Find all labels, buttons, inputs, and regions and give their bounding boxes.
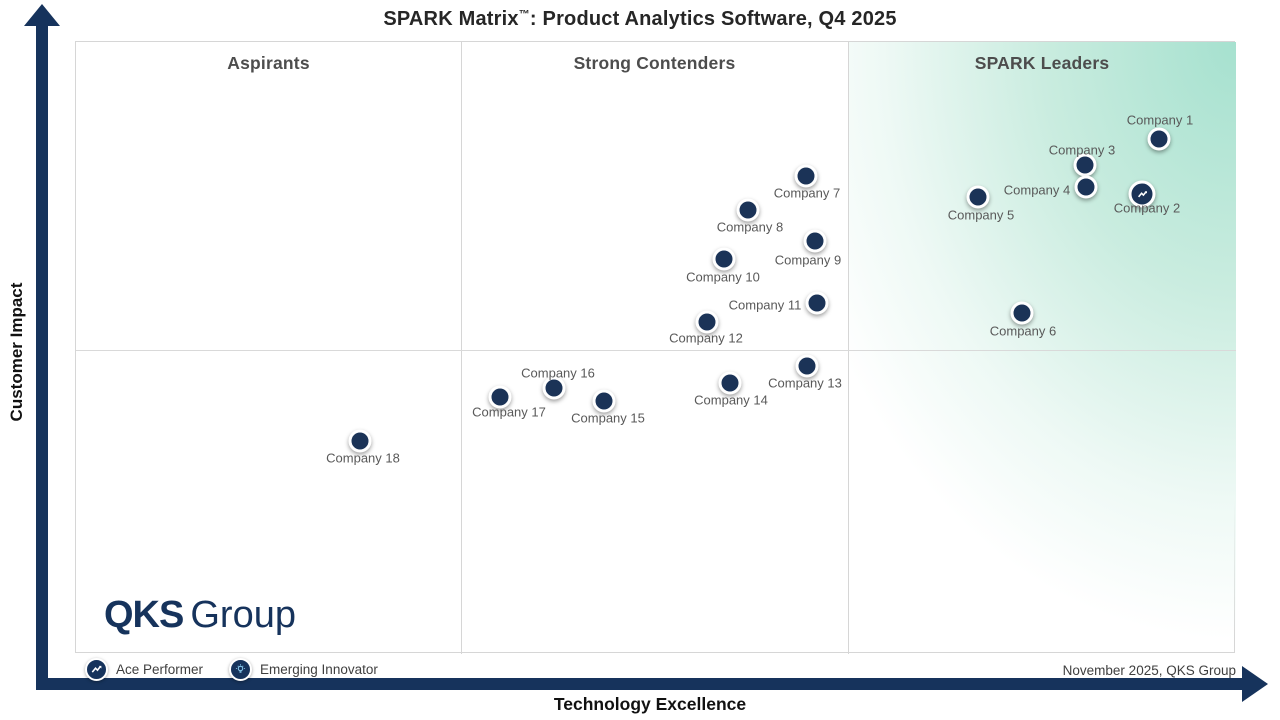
column-divider-2 — [848, 42, 849, 654]
y-axis-arrowhead-icon — [24, 4, 60, 26]
title-rest: : Product Analytics Software, Q4 2025 — [529, 8, 897, 30]
logo-text-light: Group — [190, 594, 296, 636]
x-axis-line — [36, 678, 1244, 690]
x-axis-label: Technology Excellence — [553, 694, 747, 714]
qks-group-logo: QKS Group — [104, 594, 296, 637]
quadrant-header-strong-contenders: Strong Contenders — [573, 53, 736, 73]
midline-divider — [76, 350, 1236, 351]
legend-label-emerging-innovator: Emerging Innovator — [260, 662, 378, 677]
emerging-innovator-icon — [229, 658, 253, 681]
trademark-symbol: ™ — [518, 8, 530, 21]
quadrant-header-spark-leaders: SPARK Leaders — [974, 53, 1110, 73]
legend: Ace Performer Emerging Innovator — [85, 658, 404, 681]
legend-item-emerging-innovator: Emerging Innovator — [229, 658, 378, 681]
title-brand: SPARK Matrix — [383, 8, 519, 30]
page-title: SPARK Matrix™: Product Analytics Softwar… — [0, 8, 1280, 31]
y-axis-line — [36, 20, 48, 690]
y-axis-label: Customer Impact — [7, 282, 26, 422]
legend-item-ace-performer: Ace Performer — [85, 658, 203, 681]
x-axis-arrowhead-icon — [1242, 666, 1268, 702]
quadrant-header-aspirants: Aspirants — [227, 53, 310, 73]
legend-label-ace-performer: Ace Performer — [116, 662, 204, 677]
column-divider-1 — [461, 42, 462, 654]
publication-date-note: November 2025, QKS Group — [1062, 663, 1236, 678]
ace-performer-icon — [85, 658, 108, 681]
logo-text-bold: QKS — [104, 594, 184, 636]
leaders-gradient-region — [848, 42, 1236, 654]
plot-area: Aspirants Strong Contenders SPARK Leader… — [75, 41, 1236, 654]
